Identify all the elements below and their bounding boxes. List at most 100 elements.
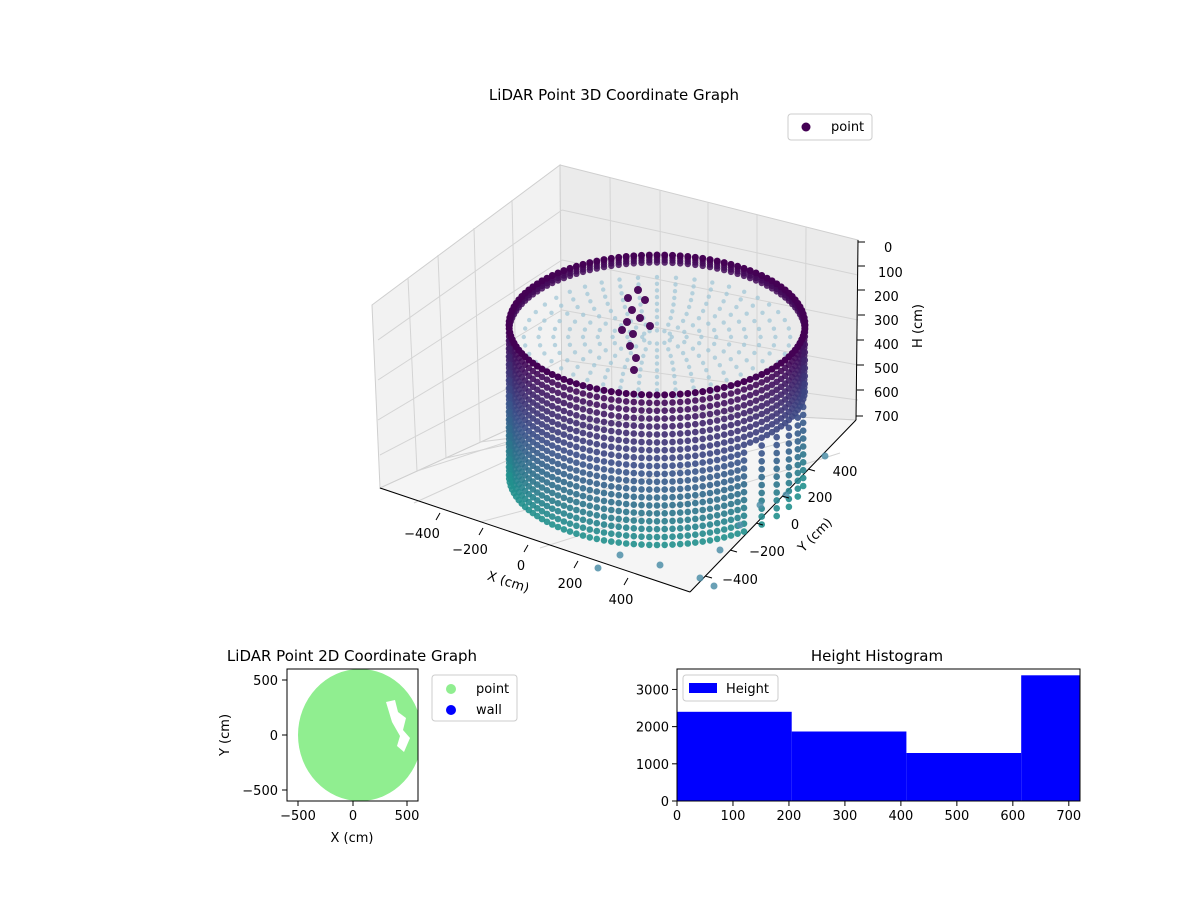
point-3d	[773, 489, 780, 496]
y-tick-label: 1000	[636, 758, 669, 773]
point-3d	[712, 341, 717, 347]
point-3d	[608, 506, 615, 514]
point-3d	[734, 530, 741, 537]
point-3d	[713, 385, 721, 393]
point-3d	[692, 491, 699, 499]
point-3d	[543, 392, 551, 399]
point-3d	[622, 406, 630, 413]
point-3d	[579, 500, 587, 508]
point-3d	[603, 294, 608, 299]
point-3d	[799, 419, 807, 427]
point-3d	[653, 423, 661, 430]
point-3d	[706, 410, 714, 418]
point-3d	[727, 421, 735, 429]
point-3d	[669, 486, 676, 493]
x-axis-label-2d: X (cm)	[331, 831, 374, 846]
point-3d	[573, 506, 580, 514]
x-tick-label: 600	[1000, 809, 1025, 824]
point-3d	[608, 404, 615, 411]
point-3d	[549, 426, 556, 434]
point-3d	[776, 309, 781, 315]
point-3d	[579, 532, 587, 539]
point-3d	[676, 398, 684, 406]
point-3d	[579, 398, 587, 405]
point-3d	[554, 515, 562, 523]
point-3d	[699, 388, 707, 396]
point-3d	[554, 500, 562, 507]
point-3d	[742, 289, 747, 294]
point-3d	[653, 447, 661, 454]
point-3d	[600, 529, 608, 536]
y-axis-label-2d: Y (cm)	[218, 714, 233, 757]
point-3d	[727, 453, 735, 461]
point-3d	[734, 490, 741, 498]
point-3d	[633, 325, 639, 330]
point-3d	[799, 474, 807, 482]
point-3d	[669, 391, 676, 399]
point-3d	[554, 507, 562, 515]
point-3d	[586, 439, 594, 446]
point-3d	[554, 373, 562, 381]
point-3d	[661, 391, 669, 399]
point-3d	[566, 457, 574, 464]
point-3d	[706, 489, 714, 497]
point-3d	[799, 427, 807, 435]
point-3d	[684, 253, 692, 260]
point-3d	[653, 454, 661, 462]
point-3d	[622, 413, 630, 421]
point-3d	[543, 415, 551, 423]
point-3d	[600, 466, 608, 473]
point-3d	[682, 339, 687, 345]
point-3d	[699, 451, 706, 459]
histogram-bar	[1021, 675, 1080, 801]
point-3d	[686, 364, 692, 370]
point-3d	[586, 415, 594, 423]
point-3d	[768, 421, 776, 428]
point-3d	[727, 437, 735, 445]
point-3d	[600, 434, 608, 442]
point-3d	[549, 434, 556, 442]
point-3d	[646, 525, 653, 533]
point-3d	[647, 329, 652, 334]
point-3d	[750, 366, 755, 371]
point-3d	[608, 443, 615, 451]
point-3d	[697, 341, 702, 346]
point-3d	[505, 440, 513, 447]
point-3d	[554, 389, 562, 397]
point-3d	[505, 471, 513, 479]
point-3d	[727, 445, 735, 453]
point-3d	[638, 501, 645, 509]
point-3d	[692, 397, 699, 404]
point-3d	[713, 519, 721, 527]
point-3d	[727, 469, 735, 476]
point-3d	[692, 484, 699, 491]
point-3d	[615, 484, 622, 491]
point-3d	[638, 509, 645, 517]
point-3d	[758, 394, 765, 402]
point-3d	[566, 334, 571, 340]
point-3d	[630, 430, 638, 437]
point-3d	[560, 407, 568, 415]
point-3d	[646, 407, 653, 415]
point-3d	[713, 464, 721, 472]
point-3d	[592, 363, 597, 368]
point-3d	[567, 289, 572, 294]
point-3d	[734, 380, 742, 388]
point-3d	[549, 410, 556, 418]
point-3d	[676, 252, 684, 260]
point-3d	[740, 433, 748, 441]
point-3d	[543, 510, 551, 518]
point-3d	[720, 439, 728, 446]
point-3d	[505, 432, 513, 439]
point-3d	[608, 419, 615, 427]
point-3d	[554, 413, 562, 420]
point-3d	[612, 328, 617, 333]
x-tick-label: 500	[395, 809, 420, 824]
legend-marker-point	[446, 684, 456, 694]
point-3d	[734, 262, 742, 270]
point-3d	[785, 479, 793, 487]
point-3d	[630, 477, 638, 485]
point-3d	[573, 467, 580, 474]
point-3d	[628, 306, 636, 314]
point-3d	[593, 409, 601, 416]
